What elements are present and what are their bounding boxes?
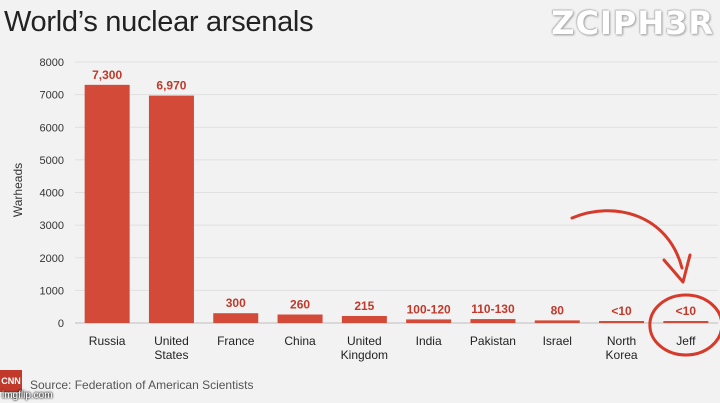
source-note: Source: Federation of American Scientist… [30,378,254,392]
imgflip-watermark: imgflip.com [2,390,53,401]
annotation-arrow-head [662,253,692,284]
bar [663,321,709,323]
bar [148,95,194,323]
bar [84,84,130,324]
category-label: United States [154,334,189,362]
annotation-circle [648,293,720,357]
category-label: Pakistan [470,334,516,348]
bar [534,320,580,323]
bar [470,319,516,323]
bar [406,319,452,323]
category-label: China [284,334,316,348]
data-label: 300 [226,296,246,310]
data-label: 215 [354,299,374,313]
y-tick-label: 8000 [40,57,64,69]
data-label: 6,970 [156,79,186,93]
y-tick-label: 5000 [40,155,64,167]
data-label: <10 [676,304,697,318]
bar [213,313,259,323]
category-label: North Korea [606,334,638,362]
y-tick-label: 6000 [40,122,64,134]
watermark: ZCIPH3R [551,4,714,42]
y-tick-label: 0 [58,318,64,330]
category-label: Russia [89,334,126,348]
y-tick-label: 2000 [40,253,64,265]
bar [599,321,645,323]
y-tick-label: 1000 [40,285,64,297]
y-tick-label: 4000 [40,188,64,200]
bar [277,314,323,323]
category-label: Jeff [676,334,696,348]
data-label: 100-120 [407,302,451,316]
y-axis-label: Warheads [11,163,25,217]
data-label: 110-130 [471,302,515,316]
data-label: 7,300 [92,68,122,82]
annotation-arrow-shaft [570,209,684,270]
data-label: 260 [290,298,310,312]
chart-title: World’s nuclear arsenals [4,6,314,38]
category-label: Israel [543,334,572,348]
data-label: <10 [611,304,632,318]
category-label: France [217,334,255,348]
category-label: United Kingdom [341,334,388,362]
y-tick-label: 3000 [40,220,64,232]
data-label: 80 [551,303,565,317]
y-tick-label: 7000 [40,90,64,102]
cnn-logo: CNN [0,370,22,392]
bar [341,315,387,323]
category-label: India [416,334,442,348]
